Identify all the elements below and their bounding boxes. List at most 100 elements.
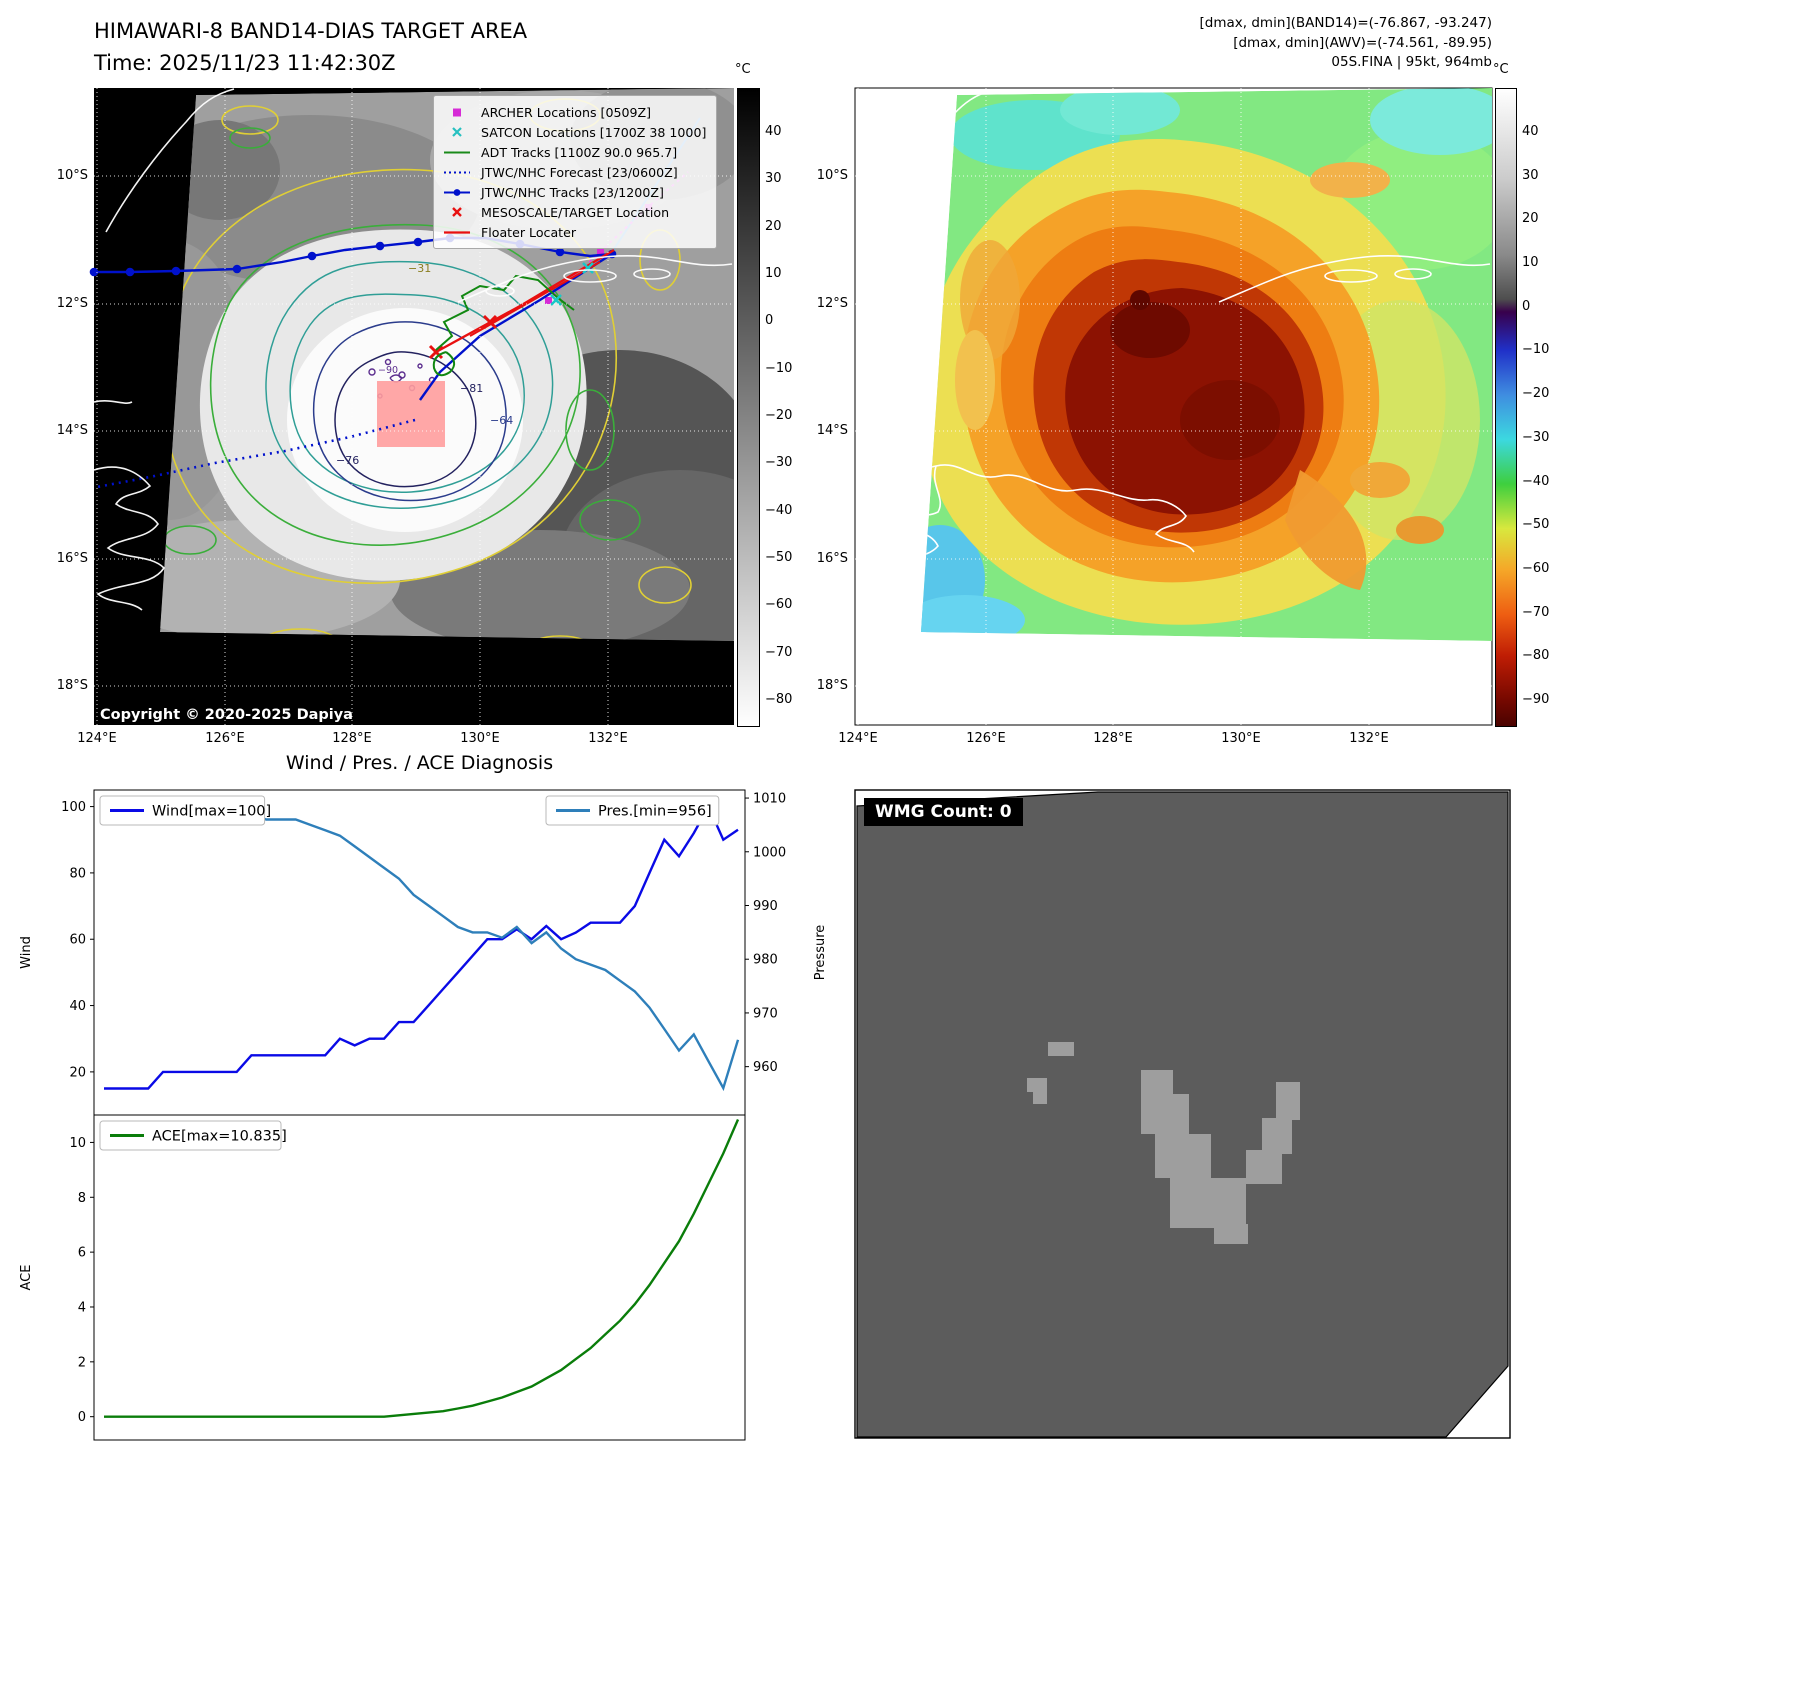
colorbar-tick-label: −40 bbox=[1522, 473, 1550, 489]
lon-tick-label: 124°E bbox=[77, 731, 117, 746]
lon-tick-label: 130°E bbox=[1221, 731, 1261, 746]
lon-tick-label: 132°E bbox=[588, 731, 628, 746]
y-tick-label: 990 bbox=[753, 899, 778, 914]
blue-dotted-line-icon bbox=[444, 171, 470, 173]
colorbar-tick-label: 20 bbox=[765, 218, 782, 234]
band14-ir-map: −31 −64 −76 −81 −90 Copyright © 2020-202… bbox=[89, 88, 734, 725]
band14-colorbar bbox=[737, 88, 760, 727]
y-tick-label: 100 bbox=[61, 800, 86, 815]
colorbar-unit: °C bbox=[1493, 62, 1509, 77]
lat-tick-label: 10°S bbox=[56, 168, 88, 183]
colorbar-tick-label: −70 bbox=[765, 644, 793, 660]
colorbar-tick-label: −70 bbox=[1522, 604, 1550, 620]
y-tick-label: 0 bbox=[78, 1410, 86, 1425]
chart-title: Wind / Pres. / ACE Diagnosis bbox=[285, 752, 554, 774]
chart-legend-label: ACE[max=10.835] bbox=[152, 1129, 287, 1145]
colorbar-tick-label: −30 bbox=[765, 455, 793, 471]
y-tick-label: 20 bbox=[69, 1065, 86, 1080]
colorbar-tick-label: −10 bbox=[765, 360, 793, 376]
contour-teal bbox=[265, 260, 554, 509]
lat-tick-label: 16°S bbox=[56, 551, 88, 566]
chart-legend bbox=[99, 795, 266, 826]
diagnostics-header: [dmax, dmin](BAND14)=(-76.867, -93.247) … bbox=[1200, 14, 1492, 73]
lon-tick-label: 126°E bbox=[966, 731, 1006, 746]
magenta-square-icon bbox=[453, 108, 461, 116]
legend-item: JTWC/NHC Forecast [23/0600Z] bbox=[440, 162, 706, 182]
legend-item: ARCHER Locations [0509Z] bbox=[440, 102, 706, 122]
y-tick-label: 1000 bbox=[753, 845, 786, 860]
lat-tick-label: 10°S bbox=[816, 168, 848, 183]
legend-label: Floater Locater bbox=[481, 224, 577, 240]
series-line bbox=[104, 803, 739, 1090]
green-line-icon bbox=[444, 151, 470, 153]
figure-header: HIMAWARI-8 BAND14-DIAS TARGET AREA Time:… bbox=[94, 16, 527, 79]
red-line-icon bbox=[444, 230, 470, 234]
colorbar-tick-label: 10 bbox=[1522, 255, 1539, 271]
lat-tick-label: 18°S bbox=[816, 678, 848, 693]
legend-item: Floater Locater bbox=[440, 222, 706, 242]
contour-green bbox=[163, 127, 641, 555]
lat-tick-label: 14°S bbox=[816, 423, 848, 438]
y-tick-label: 960 bbox=[753, 1060, 778, 1075]
colorbar-tick-label: −60 bbox=[1522, 560, 1550, 576]
chart-legend bbox=[545, 795, 720, 826]
colorbar-tick-label: −80 bbox=[1522, 648, 1550, 664]
legend-item: MESOSCALE/TARGET Location bbox=[440, 202, 706, 222]
timestamp: Time: 2025/11/23 11:42:30Z bbox=[94, 50, 396, 75]
chart-legend-label: Pres.[min=956] bbox=[598, 804, 712, 820]
awv-color-map bbox=[854, 87, 1493, 726]
legend-item: ADT Tracks [1100Z 90.0 965.7] bbox=[440, 142, 706, 162]
red-x-icon bbox=[452, 206, 462, 217]
y-tick-label: 10 bbox=[69, 1136, 86, 1151]
y-tick-label: 4 bbox=[78, 1300, 86, 1315]
lon-tick-label: 128°E bbox=[332, 731, 372, 746]
wmg-panel bbox=[854, 789, 1511, 1439]
wmg-detection-blobs bbox=[1027, 1042, 1300, 1244]
lat-tick-label: 12°S bbox=[816, 296, 848, 311]
colorbar-tick-label: −80 bbox=[765, 691, 793, 707]
colorbar-tick-label: 0 bbox=[1522, 298, 1531, 314]
legend-label: JTWC/NHC Forecast [23/0600Z] bbox=[481, 164, 678, 180]
adt-track-loop bbox=[432, 351, 456, 377]
map-grid bbox=[94, 88, 734, 725]
colorbar-tick-label: −10 bbox=[1522, 342, 1550, 358]
lon-tick-label: 126°E bbox=[205, 731, 245, 746]
contour-label: −90 bbox=[378, 365, 398, 376]
copyright-text: Copyright © 2020-2025 Dapiya bbox=[100, 707, 353, 723]
series-line bbox=[104, 807, 740, 1092]
y-tick-label: 1010 bbox=[753, 792, 786, 807]
lon-tick-label: 124°E bbox=[838, 731, 878, 746]
wmg-count-label: WMG Count: 0 bbox=[864, 798, 1023, 826]
page-title: HIMAWARI-8 BAND14-DIAS TARGET AREA bbox=[94, 19, 528, 43]
jtwc-forecast-track bbox=[96, 418, 416, 489]
y-tick-label: 2 bbox=[78, 1355, 86, 1370]
lat-tick-label: 14°S bbox=[56, 423, 88, 438]
colorbar-tick-label: 10 bbox=[765, 265, 782, 281]
y-tick-label: 970 bbox=[753, 1006, 778, 1021]
colorbar-unit: °C bbox=[735, 62, 751, 77]
enhanced-ir-field bbox=[921, 88, 1492, 641]
contour-label: −81 bbox=[460, 382, 483, 395]
adt-track bbox=[435, 274, 575, 351]
colorbar-tick-label: −60 bbox=[765, 597, 793, 613]
lon-tick-label: 130°E bbox=[460, 731, 500, 746]
left-axis-label: ACE bbox=[19, 1265, 34, 1291]
colorbar-tick-label: 30 bbox=[1522, 167, 1539, 183]
lat-tick-label: 12°S bbox=[56, 296, 88, 311]
legend-label: SATCON Locations [1700Z 38 1000] bbox=[481, 124, 707, 140]
chart-legend bbox=[99, 1120, 282, 1151]
satcon-markers bbox=[550, 262, 594, 306]
floater-line-1 bbox=[435, 248, 615, 354]
cyan-x-icon bbox=[452, 126, 462, 137]
colorbar-tick-label: 20 bbox=[1522, 211, 1539, 227]
map-legend: ARCHER Locations [0509Z] SATCON Locations… bbox=[433, 95, 718, 249]
colorbar-tick-label: −30 bbox=[1522, 429, 1550, 445]
colorbar-tick-label: −50 bbox=[765, 549, 793, 565]
lon-tick-label: 128°E bbox=[1093, 731, 1133, 746]
colorbar-tick-label: 40 bbox=[1522, 124, 1539, 139]
colorbar-tick-label: 0 bbox=[765, 313, 774, 329]
chart-legend-label: Wind[max=100] bbox=[152, 804, 271, 820]
colorbar-tick-label: −20 bbox=[1522, 386, 1550, 402]
mesoscale-target-markers bbox=[428, 314, 498, 360]
left-axis-label: Wind bbox=[19, 936, 34, 969]
